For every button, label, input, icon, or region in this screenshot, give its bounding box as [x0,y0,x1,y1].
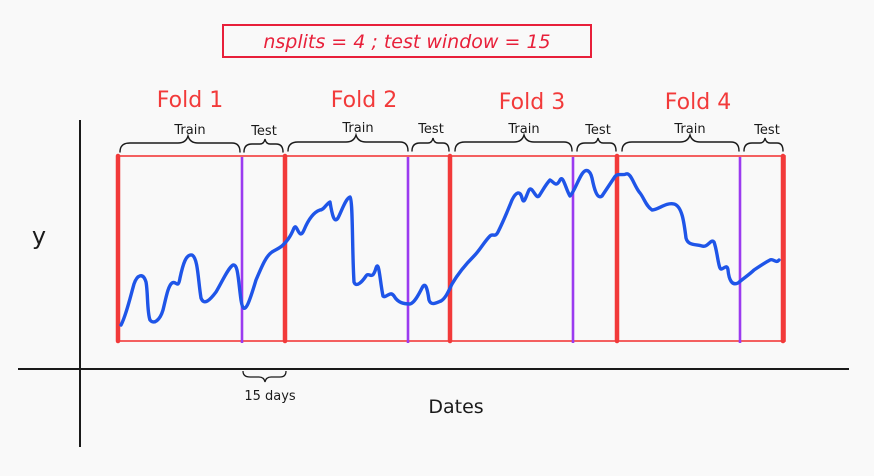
fold-2-train-brace [287,132,409,152]
fold-4-test-label: Test [753,123,780,138]
fold-1-test-label: Test [250,124,277,139]
fold-1-test-brace [243,138,284,153]
time-series-line [119,168,781,327]
fold-1-train-brace [119,133,241,153]
fold-4-test-brace [743,137,784,152]
fold-2-train-label: Train [341,121,373,136]
fold-4-title: Fold 4 [665,90,731,115]
header-box [222,24,592,58]
fold-2-test-label: Test [417,122,444,137]
fold-2-test-brace [411,137,450,152]
fold-3-title: Fold 3 [499,90,565,115]
fold-4-train-label: Train [673,122,705,137]
header-text: nsplits = 4 ; test window = 15 [263,31,550,53]
fold-3-test-label: Test [584,123,611,138]
gap-brace [242,370,287,383]
gap-label: 15 days [244,389,296,404]
y-axis-label: y [32,222,46,250]
fold-3-train-brace [454,132,573,152]
fold-3-test-brace [576,137,617,152]
x-axis-label: Dates [428,396,483,418]
fold-4-train-brace [621,132,740,152]
fold-1-title: Fold 1 [157,88,223,113]
fold-3-train-label: Train [507,122,539,137]
fold-2-title: Fold 2 [331,88,397,113]
fold-1-train-label: Train [173,123,205,138]
